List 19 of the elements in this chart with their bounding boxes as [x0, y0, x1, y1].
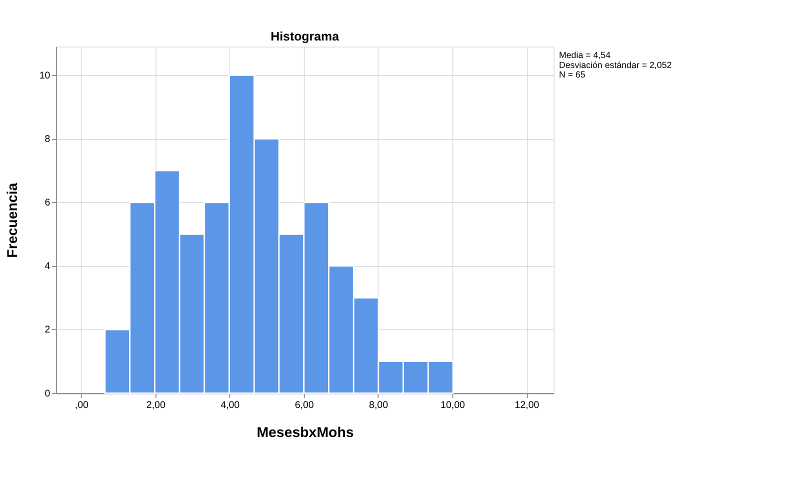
x-tick-label: ,00: [74, 400, 90, 411]
text: Media = 4,54: [558, 50, 611, 60]
y-tick-label: 4: [44, 261, 51, 272]
y-tick-label: 10: [39, 70, 51, 82]
x-tick-label: 6,00: [294, 400, 314, 411]
x-tick-label: 10,00: [440, 400, 466, 411]
x-axis-title: MesesbxMohs: [256, 425, 354, 442]
x-tick-label: 8,00: [369, 400, 389, 411]
x-tick-label: 4,00: [220, 400, 240, 411]
x-tick-label: 2,00: [146, 400, 166, 411]
y-tick-label: 6: [44, 198, 50, 209]
y-tick-label: 0: [44, 388, 51, 400]
x-tick-label: 12,00: [514, 400, 540, 411]
text: N = 65: [558, 70, 586, 80]
y-tick-label: 8: [44, 134, 50, 145]
text: Desviación estándar = 2,052: [558, 60, 672, 70]
chart-title: Histograma: [270, 29, 340, 44]
y-tick-label: 2: [44, 324, 50, 336]
y-axis-title: Frecuencia: [5, 182, 22, 258]
